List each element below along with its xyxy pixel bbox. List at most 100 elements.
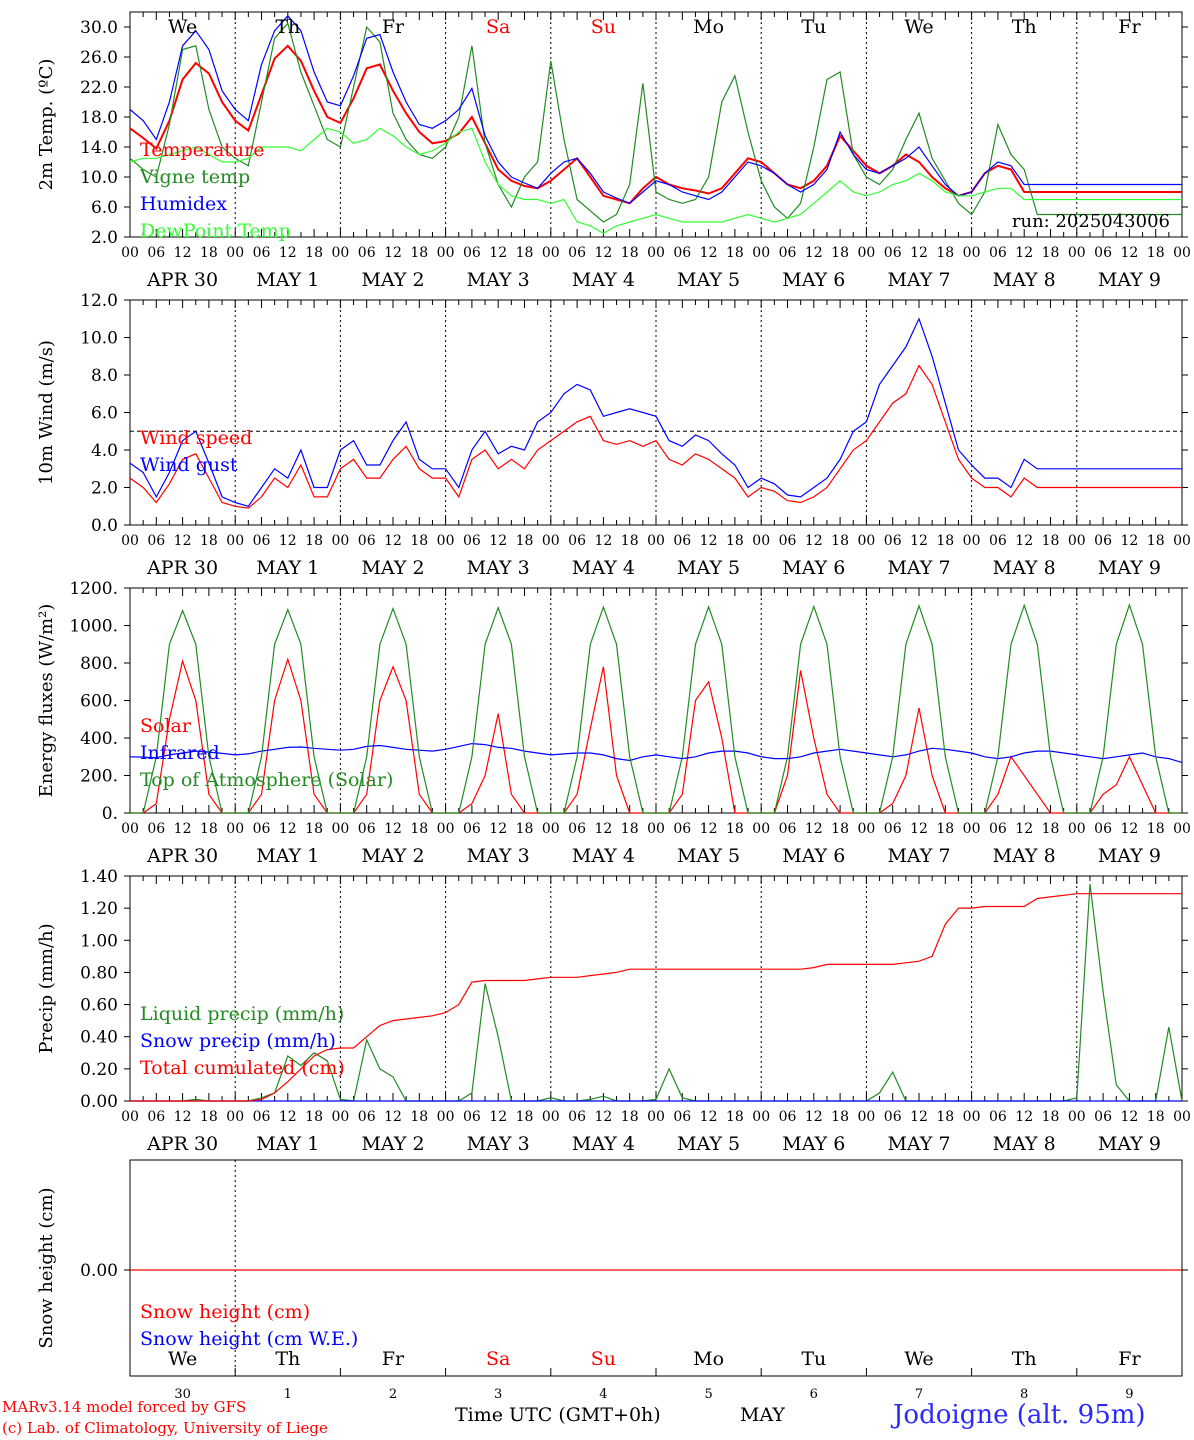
hour-tick-label: 18 [305,821,323,837]
hour-tick-label: 12 [174,533,192,549]
hour-tick-label: 18 [1147,533,1165,549]
hour-tick-label: 06 [147,821,165,837]
hour-tick-label: 18 [200,533,218,549]
hour-tick-label: 12 [594,533,612,549]
hour-tick-label: 00 [1173,533,1191,549]
hour-tick-label: 00 [331,821,349,837]
hour-tick-label: 18 [936,1109,954,1125]
hour-tick-label: 12 [384,1109,402,1125]
hour-tick-label: 06 [1094,821,1112,837]
hour-tick-label: 06 [253,821,271,837]
date-label: MAY 4 [572,1133,635,1155]
y-tick-label: 2.0 [91,228,118,248]
hour-tick-label: 12 [594,1109,612,1125]
date-label: MAY 2 [361,557,424,579]
hour-tick-label: 18 [831,245,849,261]
hour-tick-label: 18 [1042,821,1060,837]
hour-tick-label: 06 [779,821,797,837]
hour-tick-label: 06 [673,245,691,261]
hour-tick-label: 12 [910,245,928,261]
hour-tick-label: 12 [384,533,402,549]
date-label: MAY 8 [993,557,1056,579]
day-number-label: 7 [915,1387,923,1402]
hour-tick-label: 00 [752,1109,770,1125]
weekday-label-bottom: Tu [801,1348,826,1370]
hour-tick-label: 06 [568,821,586,837]
hour-tick-label: 18 [200,245,218,261]
hour-tick-label: 12 [1120,821,1138,837]
hour-tick-label: 06 [463,1109,481,1125]
y-tick-label: 22.0 [80,78,118,98]
hour-tick-label: 00 [542,1109,560,1125]
date-label: MAY 6 [782,1133,845,1155]
hour-tick-label: 06 [358,821,376,837]
date-label: MAY 4 [572,845,635,867]
hour-tick-label: 06 [884,821,902,837]
day-number-label: 2 [389,1387,397,1402]
hour-tick-label: 18 [410,533,428,549]
hour-tick-label: 12 [384,821,402,837]
y-tick-label: 0.60 [80,996,118,1016]
hour-tick-label: 18 [726,821,744,837]
hour-tick-label: 18 [621,533,639,549]
series-line-humidex [129,14,1182,204]
date-label: APR 30 [146,557,218,579]
series-line-infrared [129,742,1183,763]
hour-tick-label: 00 [331,533,349,549]
hour-tick-label: 18 [726,533,744,549]
hour-tick-label: 18 [410,821,428,837]
hour-tick-label: 00 [857,1109,875,1125]
hour-tick-label: 12 [489,1109,507,1125]
hour-tick-label: 12 [1120,533,1138,549]
hour-tick-label: 06 [989,533,1007,549]
hour-tick-label: 18 [1042,245,1060,261]
y-tick-label: 0.00 [80,1261,118,1281]
y-tick-label: 8.0 [91,366,118,386]
hour-tick-label: 18 [305,245,323,261]
date-label: MAY 7 [887,557,950,579]
y-tick-label: 800. [80,654,118,674]
series-line-vigne-temp [129,22,1182,223]
day-number-label: 8 [1020,1387,1028,1402]
hour-tick-label: 12 [1120,1109,1138,1125]
hour-tick-label: 12 [1015,245,1033,261]
hour-tick-label: 18 [516,821,534,837]
hour-tick-label: 00 [1068,245,1086,261]
date-label: MAY 7 [887,845,950,867]
hour-tick-label: 00 [542,821,560,837]
weekday-label-bottom: Sa [486,1348,510,1370]
hour-tick-label: 06 [1094,245,1112,261]
date-label: MAY 2 [361,1133,424,1155]
hour-tick-label: 12 [1015,533,1033,549]
hour-tick-label: 06 [1094,533,1112,549]
hour-tick-label: 12 [700,821,718,837]
day-number-label: 4 [599,1387,607,1402]
hour-tick-label: 12 [489,821,507,837]
series-line-wind-speed [129,364,1182,509]
hour-tick-label: 12 [910,533,928,549]
date-label: APR 30 [146,269,218,291]
y-tick-label: 0.00 [80,1092,118,1112]
hour-tick-label: 12 [279,245,297,261]
weekday-label-bottom: We [168,1348,197,1370]
y-tick-label: 0.40 [80,1028,118,1048]
y-tick-label: 2.0 [91,479,118,499]
run-annotation: run: 2025043006 [1012,211,1170,232]
date-label: MAY 3 [467,1133,530,1155]
hour-tick-label: 00 [752,245,770,261]
month-label: MAY [740,1404,785,1426]
hour-tick-label: 00 [963,533,981,549]
hour-tick-label: 12 [279,821,297,837]
hour-tick-label: 12 [805,245,823,261]
legend-entry: Solar [140,715,192,737]
weekday-label-top: Fr [1118,16,1141,38]
date-label: MAY 2 [361,269,424,291]
hour-tick-label: 00 [1068,821,1086,837]
hour-tick-label: 06 [253,533,271,549]
date-label: APR 30 [146,845,218,867]
hour-tick-label: 18 [1042,1109,1060,1125]
legend-entry: Snow precip (mm/h) [140,1030,336,1052]
hour-tick-label: 00 [226,1109,244,1125]
hour-tick-label: 06 [147,245,165,261]
